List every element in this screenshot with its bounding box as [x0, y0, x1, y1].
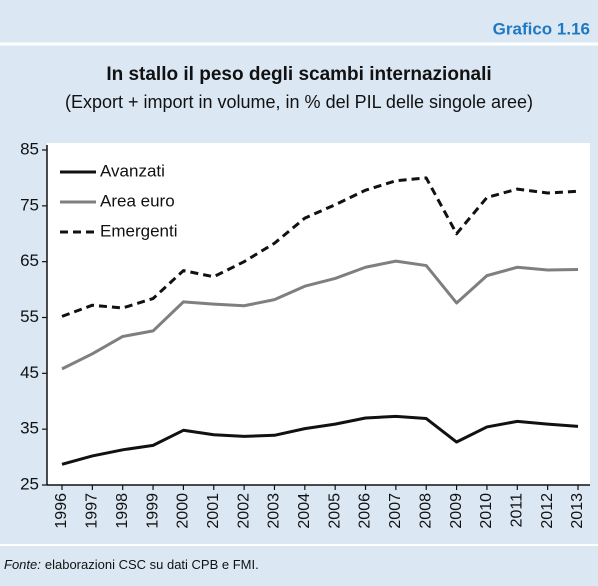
y-tick-label: 35: [20, 419, 39, 438]
x-tick-label: 1997: [84, 493, 101, 529]
x-tick-label: 2002: [235, 493, 252, 529]
y-tick-label: 55: [20, 307, 39, 326]
x-tick-label: 2008: [417, 493, 434, 529]
y-tick-label: 65: [20, 251, 39, 270]
source: Fonte: elaborazioni CSC su dati CPB e FMI…: [4, 557, 259, 572]
y-tick-label: 85: [20, 139, 39, 158]
x-tick-label: 2006: [357, 493, 374, 529]
x-tick-label: 2010: [478, 493, 495, 529]
chart-label: Grafico 1.16: [493, 19, 590, 38]
series-line: [61, 176, 579, 318]
chart-subtitle: (Export + import in volume, in % del PIL…: [65, 92, 533, 112]
y-tick-label: 45: [20, 363, 39, 382]
x-tick-label: 1996: [53, 493, 70, 529]
x-tick-label: 2003: [266, 493, 283, 529]
x-tick-label: 2009: [448, 493, 465, 529]
source-label: Fonte:: [4, 557, 41, 572]
x-tick-label: 2007: [387, 493, 404, 529]
series-line: [61, 414, 579, 466]
x-tick-label: 2012: [539, 493, 556, 529]
source-text: elaborazioni CSC su dati CPB e FMI.: [45, 557, 259, 572]
x-tick-label: 2001: [205, 493, 222, 529]
x-tick-label: 2000: [175, 493, 192, 529]
series-line: [61, 259, 579, 371]
x-tick-label: 2005: [326, 493, 343, 529]
y-tick-label: 75: [20, 195, 39, 214]
x-tick-label: 2004: [296, 493, 313, 529]
x-tick-label: 1999: [144, 493, 161, 529]
y-tick-label: 25: [20, 474, 39, 493]
legend-label: Emergenti: [100, 221, 177, 240]
legend-label: Avanzati: [100, 161, 165, 180]
chart-title: In stallo il peso degli scambi internazi…: [106, 64, 491, 85]
x-tick-label: 1998: [114, 493, 131, 529]
x-tick-label: 2013: [569, 493, 586, 529]
x-tick-label: 2011: [509, 493, 526, 528]
legend-label: Area euro: [100, 191, 175, 210]
